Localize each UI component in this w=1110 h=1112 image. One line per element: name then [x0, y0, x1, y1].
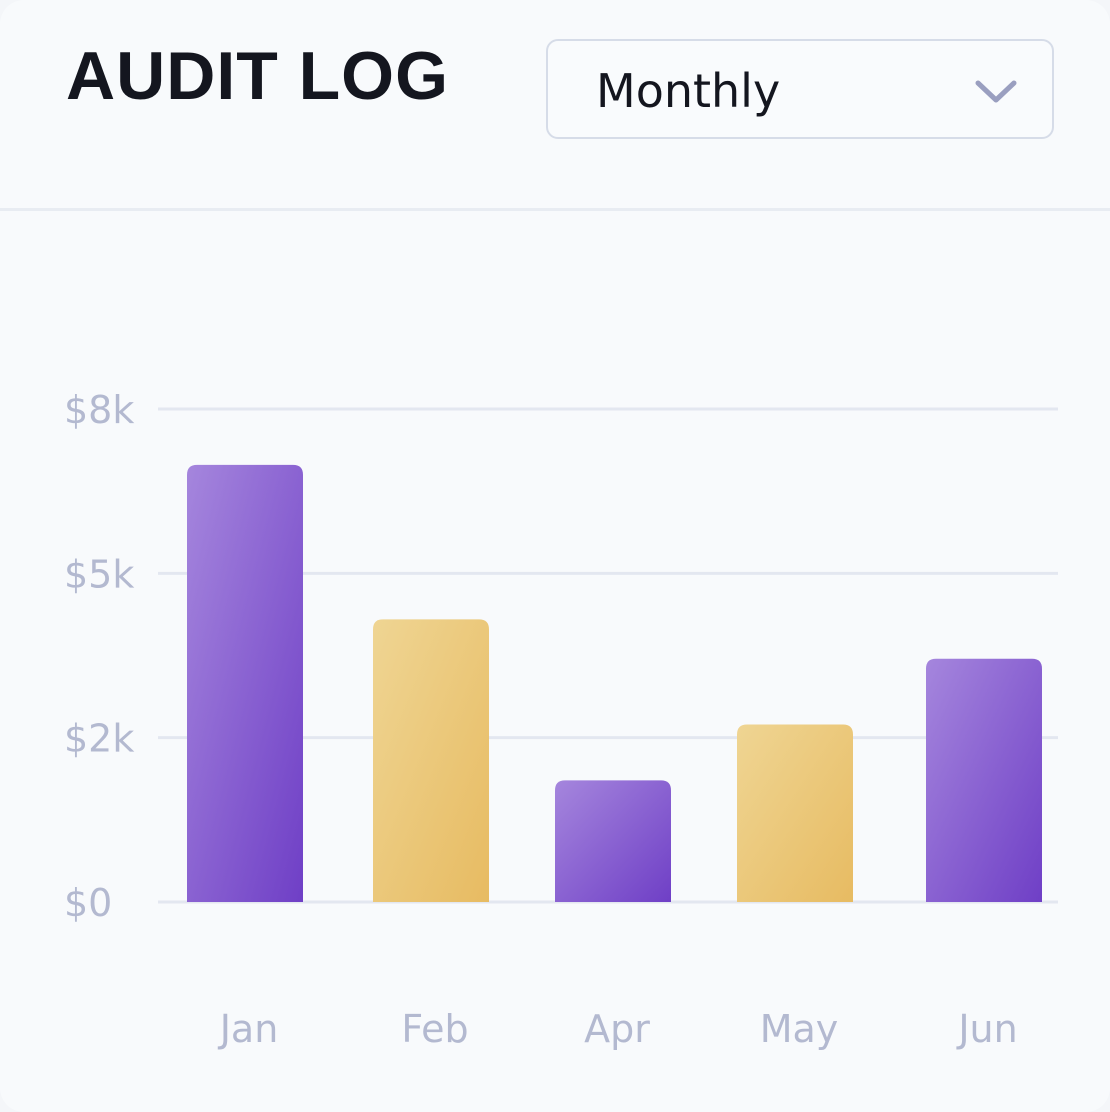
y-tick-label: $5k [64, 552, 134, 596]
bar-feb[interactable] [373, 619, 489, 902]
period-select-value: Monthly [596, 64, 781, 118]
x-tick-label: Apr [584, 1007, 650, 1051]
x-tick-label: Feb [401, 1007, 468, 1051]
y-tick-label: $8k [64, 388, 134, 432]
card-header: AUDIT LOG Monthly [0, 0, 1110, 210]
bar-jun[interactable] [926, 658, 1042, 902]
bar-may[interactable] [737, 724, 853, 902]
y-tick-label: $2k [64, 717, 134, 761]
x-tick-label: Jan [218, 1007, 279, 1051]
period-select[interactable]: Monthly [546, 39, 1054, 139]
bar-jan[interactable] [187, 464, 303, 902]
chevron-down-icon [975, 80, 1017, 103]
header-divider [0, 208, 1110, 211]
bar-apr[interactable] [555, 780, 671, 902]
y-tick-label: $0 [64, 881, 112, 925]
x-tick-label: Jun [956, 1007, 1017, 1051]
page-title: AUDIT LOG [66, 38, 449, 114]
x-tick-label: May [760, 1007, 839, 1051]
